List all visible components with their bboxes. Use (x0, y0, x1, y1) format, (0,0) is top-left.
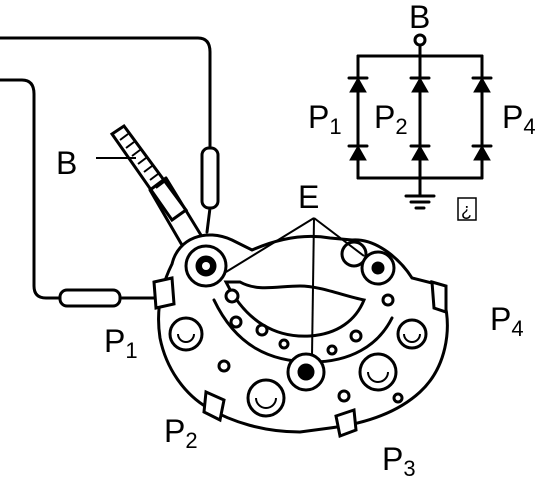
corner-mark: ¿ (461, 200, 472, 220)
label-p4: P4 (490, 301, 524, 341)
diode-bridge-schematic: B P1 P2 (308, 0, 536, 221)
schematic-label-p1: P1 (308, 99, 342, 139)
label-b: B (56, 145, 77, 181)
rectifier-assembly (152, 233, 449, 439)
schematic-label-p4: P4 (502, 99, 536, 139)
schematic-diodes-lower (347, 144, 493, 161)
label-p2: P2 (164, 413, 198, 453)
test-lead-lower (0, 78, 170, 308)
label-e: E (298, 179, 319, 215)
label-p3: P3 (382, 441, 416, 481)
schematic-label-b: B (409, 0, 430, 35)
label-p1: P1 (104, 323, 138, 363)
ground-icon (404, 176, 436, 210)
e-leader-lines (225, 217, 365, 357)
test-lead-upper (0, 36, 220, 234)
b-terminal-stud (109, 123, 206, 254)
schematic-diodes-upper (347, 76, 493, 93)
corner-mark-box (457, 197, 477, 221)
schematic-label-p2: P2 (374, 99, 408, 139)
